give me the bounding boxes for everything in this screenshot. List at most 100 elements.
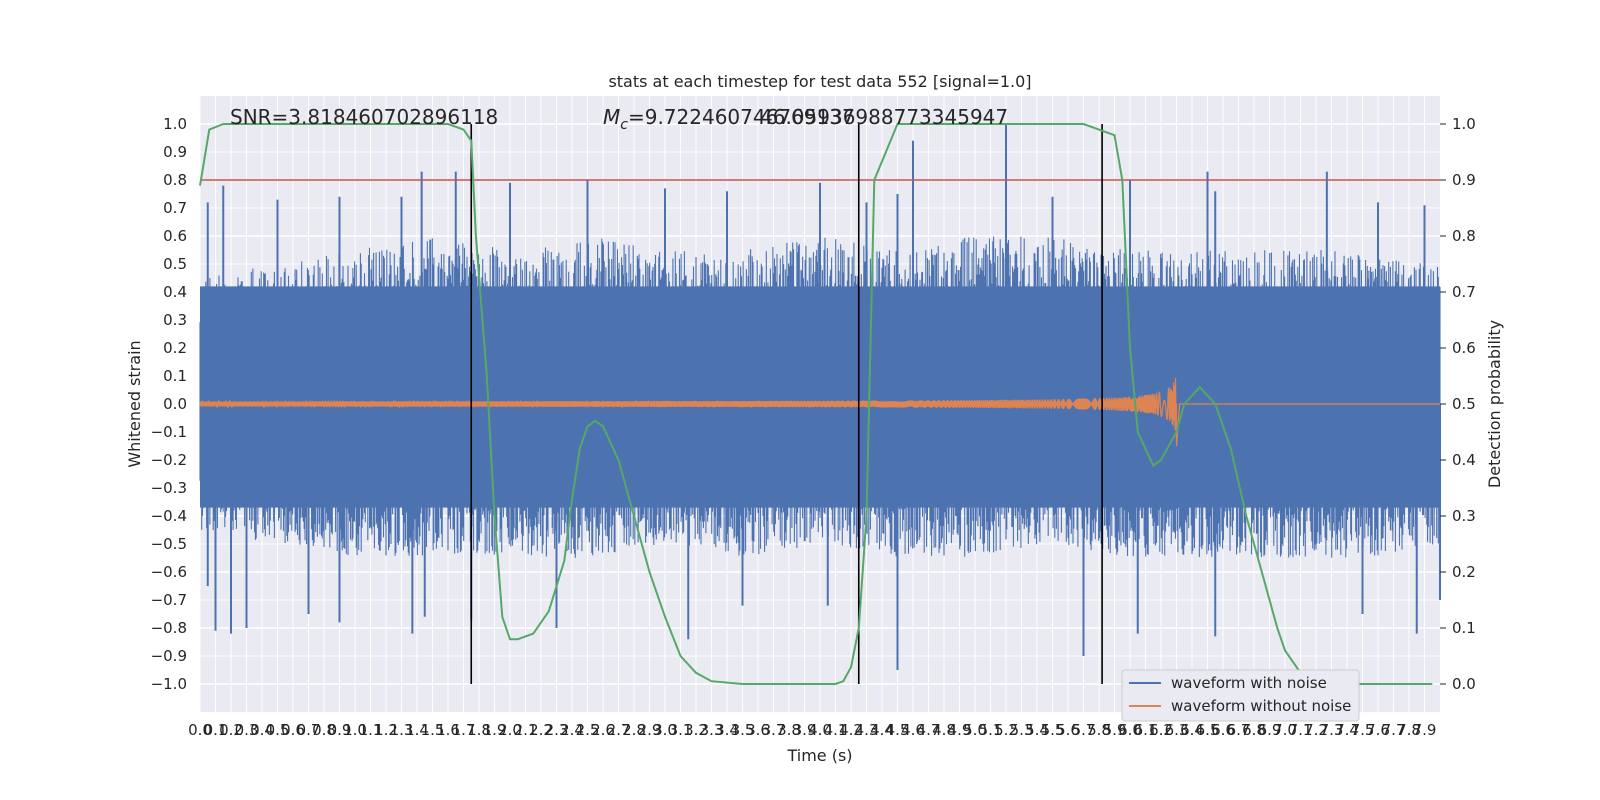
y-tick-label-left-11: −0.1 [151,423,187,441]
x-tick-label-38: 3.8 [777,721,801,739]
x-tick-label-46: 4.6 [901,721,925,739]
x-tick-label-58: 5.8 [1087,721,1111,739]
x-tick-label-66: 6.6 [1211,721,1235,739]
x-tick-label-22: 2.2 [529,721,553,739]
x-tick-label-34: 3.4 [715,721,739,739]
clean-waveform-line [199,377,1440,447]
detection-probability-line [199,123,1433,685]
x-tick-label-73: 7.3 [1320,721,1344,739]
x-tick-label-27: 2.7 [607,721,631,739]
x-tick-label-36: 3.6 [746,721,770,739]
x-tick-label-29: 2.9 [638,721,662,739]
x-tick-label-79: 7.9 [1413,721,1437,739]
y-tick-label-left-3: 0.7 [163,199,187,217]
x-tick-label-13: 1.3 [390,721,414,739]
x-tick-label-41: 4.1 [824,721,848,739]
x-tick-label-57: 5.7 [1072,721,1096,739]
x-tick-label-18: 1.8 [467,721,491,739]
y-tick-label-right-2: 0.8 [1452,227,1476,245]
x-tick-label-65: 6.5 [1196,721,1220,739]
x-tick-label-1: 0.1 [204,721,228,739]
x-tick-label-61: 6.1 [1134,721,1158,739]
x-tick-label-30: 3.0 [653,721,677,739]
x-tick-label-37: 3.7 [762,721,786,739]
legend: waveform with noise waveform without noi… [1121,669,1360,722]
x-tick-label-76: 7.6 [1366,721,1390,739]
noise-waveform-series [199,124,1441,670]
snr-annotation: SNR=3.818460702896118 [230,105,498,129]
x-tick-label-68: 6.8 [1242,721,1266,739]
x-tick-label-74: 7.4 [1335,721,1359,739]
x-tick-label-49: 4.9 [948,721,972,739]
y-tick-label-left-7: 0.3 [163,311,187,329]
chirp-mass-subscript: c [620,117,628,133]
x-tick-label-63: 6.3 [1165,721,1189,739]
x-tick-label-78: 7.8 [1397,721,1421,739]
x-tick-label-55: 5.5 [1041,721,1065,739]
x-tick-label-0: 0.0 [188,721,212,739]
y-tick-label-left-13: −0.3 [151,479,187,497]
x-tick-label-62: 6.2 [1149,721,1173,739]
x-tick-label-5: 0.5 [266,721,290,739]
y-tick-label-right-4: 0.6 [1452,339,1476,357]
x-tick-label-69: 6.9 [1258,721,1282,739]
x-tick-label-15: 1.5 [421,721,445,739]
x-tick-label-45: 4.5 [886,721,910,739]
x-tick-label-56: 5.6 [1056,721,1080,739]
x-tick-label-14: 1.4 [405,721,429,739]
chirp-mass-value: =9.722460746769137 [628,105,855,129]
x-tick-label-3: 0.3 [235,721,259,739]
y-tick-label-left-17: −0.7 [151,591,187,609]
x-tick-label-35: 3.5 [731,721,755,739]
x-tick-label-40: 4.0 [808,721,832,739]
x-tick-label-12: 1.2 [374,721,398,739]
x-tick-label-2: 0.2 [219,721,243,739]
chirp-mass-annotation: Mc=9.722460746769137 [603,105,855,133]
x-tick-label-25: 2.5 [576,721,600,739]
x-tick-label-7: 0.7 [297,721,321,739]
y-tick-label-left-1: 0.9 [163,143,187,161]
y-tick-label-left-8: 0.2 [163,339,187,357]
chart-title: stats at each timestep for test data 552… [608,72,1031,91]
x-tick-label-64: 6.4 [1180,721,1204,739]
x-tick-label-52: 5.2 [994,721,1018,739]
x-tick-label-28: 2.8 [622,721,646,739]
x-tick-label-54: 5.4 [1025,721,1049,739]
y-tick-label-left-2: 0.8 [163,171,187,189]
x-tick-label-39: 3.9 [793,721,817,739]
x-tick-label-19: 1.9 [483,721,507,739]
y-tick-label-left-16: −0.6 [151,563,187,581]
y-tick-label-right-10: 0.0 [1452,675,1476,693]
y-tick-label-right-1: 0.9 [1452,171,1476,189]
y-tick-label-left-6: 0.4 [163,283,187,301]
y-axis-label-right: Detection probability [1485,320,1504,488]
legend-label-noise: waveform with noise [1171,674,1327,692]
y-tick-label-right-5: 0.5 [1452,395,1476,413]
y-tick-label-left-10: 0.0 [163,395,187,413]
y-tick-label-left-19: −0.9 [151,647,187,665]
x-tick-label-51: 5.1 [979,721,1003,739]
axis-ticks: 0.00.10.20.30.40.50.60.70.80.91.01.11.21… [151,115,1476,739]
x-tick-label-16: 1.6 [436,721,460,739]
x-tick-label-21: 2.1 [514,721,538,739]
x-tick-label-26: 2.6 [591,721,615,739]
y-tick-label-left-18: −0.8 [151,619,187,637]
x-tick-label-70: 7.0 [1273,721,1297,739]
x-tick-label-75: 7.5 [1351,721,1375,739]
y-tick-label-right-0: 1.0 [1452,115,1476,133]
y-tick-label-left-15: −0.5 [151,535,187,553]
x-axis-label: Time (s) [786,746,852,765]
x-tick-label-48: 4.8 [932,721,956,739]
y-tick-label-right-9: 0.1 [1452,619,1476,637]
y-tick-label-left-9: 0.1 [163,367,187,385]
y-tick-label-right-7: 0.3 [1452,507,1476,525]
y-axis-label-left: Whitened strain [125,340,144,467]
x-tick-label-44: 4.4 [870,721,894,739]
chirp-mass-symbol: M [603,105,620,129]
vertical-markers [470,124,1103,684]
detection-probability-series [199,123,1433,685]
x-tick-label-10: 1.0 [343,721,367,739]
x-tick-label-59: 5.9 [1103,721,1127,739]
x-tick-label-9: 0.9 [328,721,352,739]
